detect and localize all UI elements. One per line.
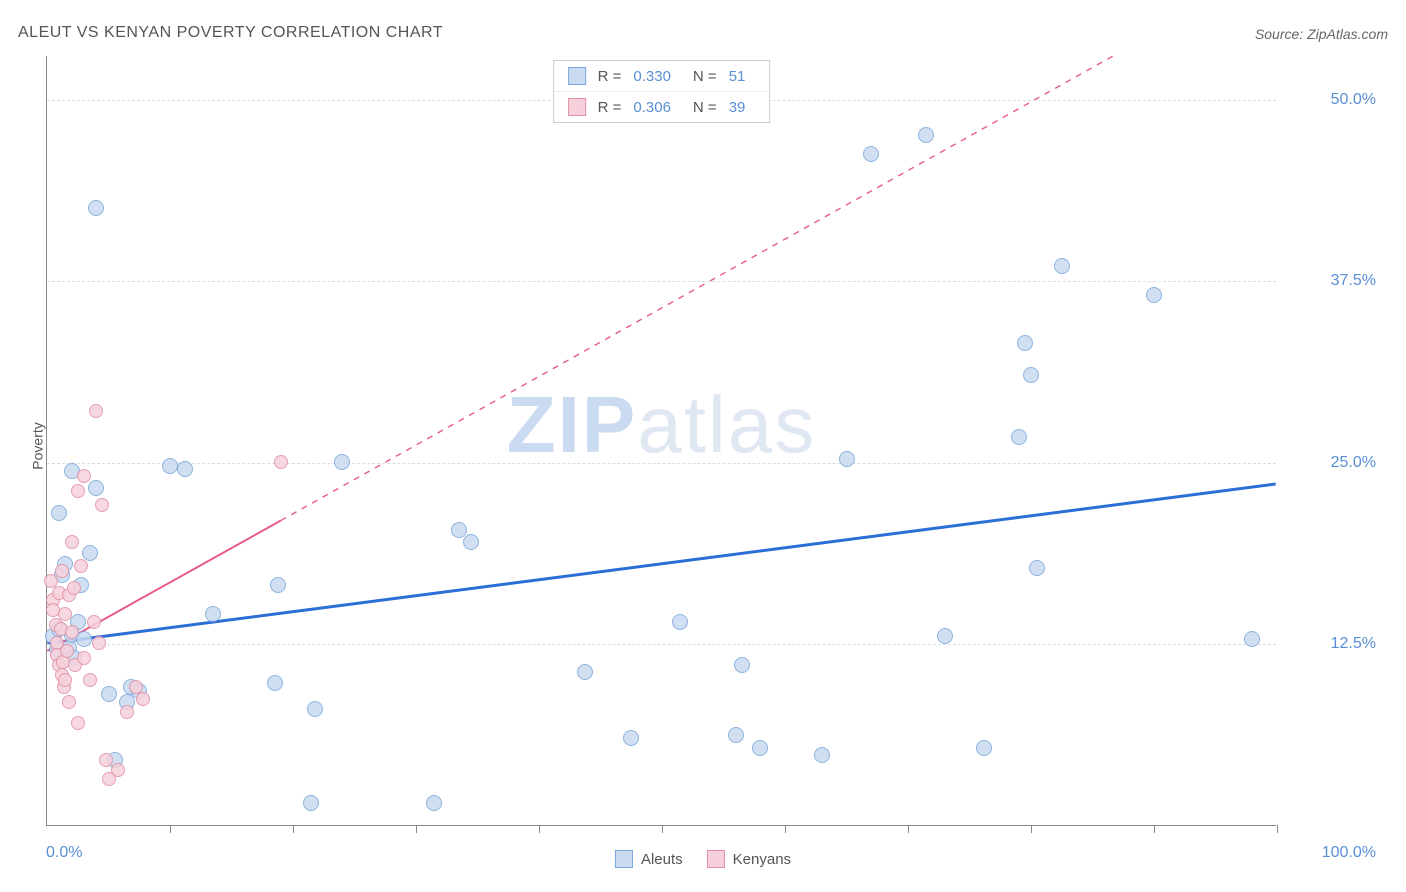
data-point: [71, 716, 85, 730]
trendline-dashed: [281, 56, 1165, 521]
legend-swatch: [568, 98, 586, 116]
series-legend-label: Kenyans: [733, 851, 791, 868]
data-point: [1054, 258, 1070, 274]
data-point: [303, 795, 319, 811]
gridline: [47, 644, 1276, 645]
data-point: [734, 657, 750, 673]
data-point: [83, 673, 97, 687]
gridline: [47, 281, 1276, 282]
data-point: [60, 644, 74, 658]
trendline-solid: [47, 484, 1275, 644]
data-point: [1029, 560, 1045, 576]
x-tick: [293, 825, 294, 833]
watermark: ZIPatlas: [507, 379, 816, 471]
x-tick: [908, 825, 909, 833]
data-point: [177, 461, 193, 477]
data-point: [918, 127, 934, 143]
data-point: [51, 505, 67, 521]
legend-swatch: [568, 67, 586, 85]
data-point: [426, 795, 442, 811]
series-legend-label: Aleuts: [641, 851, 683, 868]
data-point: [62, 695, 76, 709]
data-point: [88, 200, 104, 216]
legend-swatch: [615, 850, 633, 868]
source-attribution: Source: ZipAtlas.com: [1255, 26, 1388, 42]
gridline: [47, 463, 1276, 464]
data-point: [1146, 287, 1162, 303]
data-point: [1023, 367, 1039, 383]
data-point: [99, 753, 113, 767]
data-point: [111, 763, 125, 777]
chart-container: ALEUT VS KENYAN POVERTY CORRELATION CHAR…: [0, 0, 1406, 892]
data-point: [270, 577, 286, 593]
data-point: [65, 625, 79, 639]
data-point: [120, 705, 134, 719]
data-point: [577, 664, 593, 680]
data-point: [937, 628, 953, 644]
data-point: [58, 607, 72, 621]
x-tick: [785, 825, 786, 833]
series-legend-item: Kenyans: [707, 850, 791, 868]
data-point: [752, 740, 768, 756]
data-point: [87, 615, 101, 629]
x-tick: [662, 825, 663, 833]
y-tick-label: 37.5%: [1331, 272, 1376, 290]
x-tick: [1277, 825, 1278, 833]
data-point: [1017, 335, 1033, 351]
x-tick: [1031, 825, 1032, 833]
x-tick: [416, 825, 417, 833]
x-tick: [539, 825, 540, 833]
legend-swatch: [707, 850, 725, 868]
data-point: [101, 686, 117, 702]
x-axis-max-label: 100.0%: [1322, 844, 1376, 862]
series-legend-item: Aleuts: [615, 850, 683, 868]
stats-legend-row: R =0.330N =51: [554, 61, 770, 92]
y-tick-label: 50.0%: [1331, 91, 1376, 109]
data-point: [92, 636, 106, 650]
data-point: [863, 146, 879, 162]
y-tick-label: 25.0%: [1331, 454, 1376, 472]
data-point: [1244, 631, 1260, 647]
data-point: [88, 480, 104, 496]
series-legend: Aleuts Kenyans: [615, 850, 791, 868]
data-point: [274, 455, 288, 469]
data-point: [267, 675, 283, 691]
data-point: [58, 673, 72, 687]
data-point: [162, 458, 178, 474]
data-point: [71, 484, 85, 498]
data-point: [55, 564, 69, 578]
data-point: [334, 454, 350, 470]
data-point: [463, 534, 479, 550]
y-tick-label: 12.5%: [1331, 635, 1376, 653]
data-point: [205, 606, 221, 622]
x-tick: [1154, 825, 1155, 833]
trendlines-svg: [47, 56, 1276, 825]
stats-legend-row: R =0.306N =39: [554, 92, 770, 122]
y-axis-label: Poverty: [30, 422, 46, 469]
chart-title: ALEUT VS KENYAN POVERTY CORRELATION CHAR…: [18, 24, 443, 42]
x-axis-min-label: 0.0%: [46, 844, 82, 862]
data-point: [77, 469, 91, 483]
data-point: [1011, 429, 1027, 445]
data-point: [136, 692, 150, 706]
data-point: [728, 727, 744, 743]
plot-area: ZIPatlas R =0.330N =51R =0.306N =39: [46, 56, 1276, 826]
x-tick: [170, 825, 171, 833]
data-point: [65, 535, 79, 549]
data-point: [814, 747, 830, 763]
data-point: [623, 730, 639, 746]
data-point: [307, 701, 323, 717]
stats-legend: R =0.330N =51R =0.306N =39: [553, 60, 771, 123]
data-point: [82, 545, 98, 561]
data-point: [74, 559, 88, 573]
data-point: [89, 404, 103, 418]
data-point: [839, 451, 855, 467]
data-point: [672, 614, 688, 630]
data-point: [976, 740, 992, 756]
data-point: [95, 498, 109, 512]
data-point: [67, 581, 81, 595]
data-point: [77, 651, 91, 665]
